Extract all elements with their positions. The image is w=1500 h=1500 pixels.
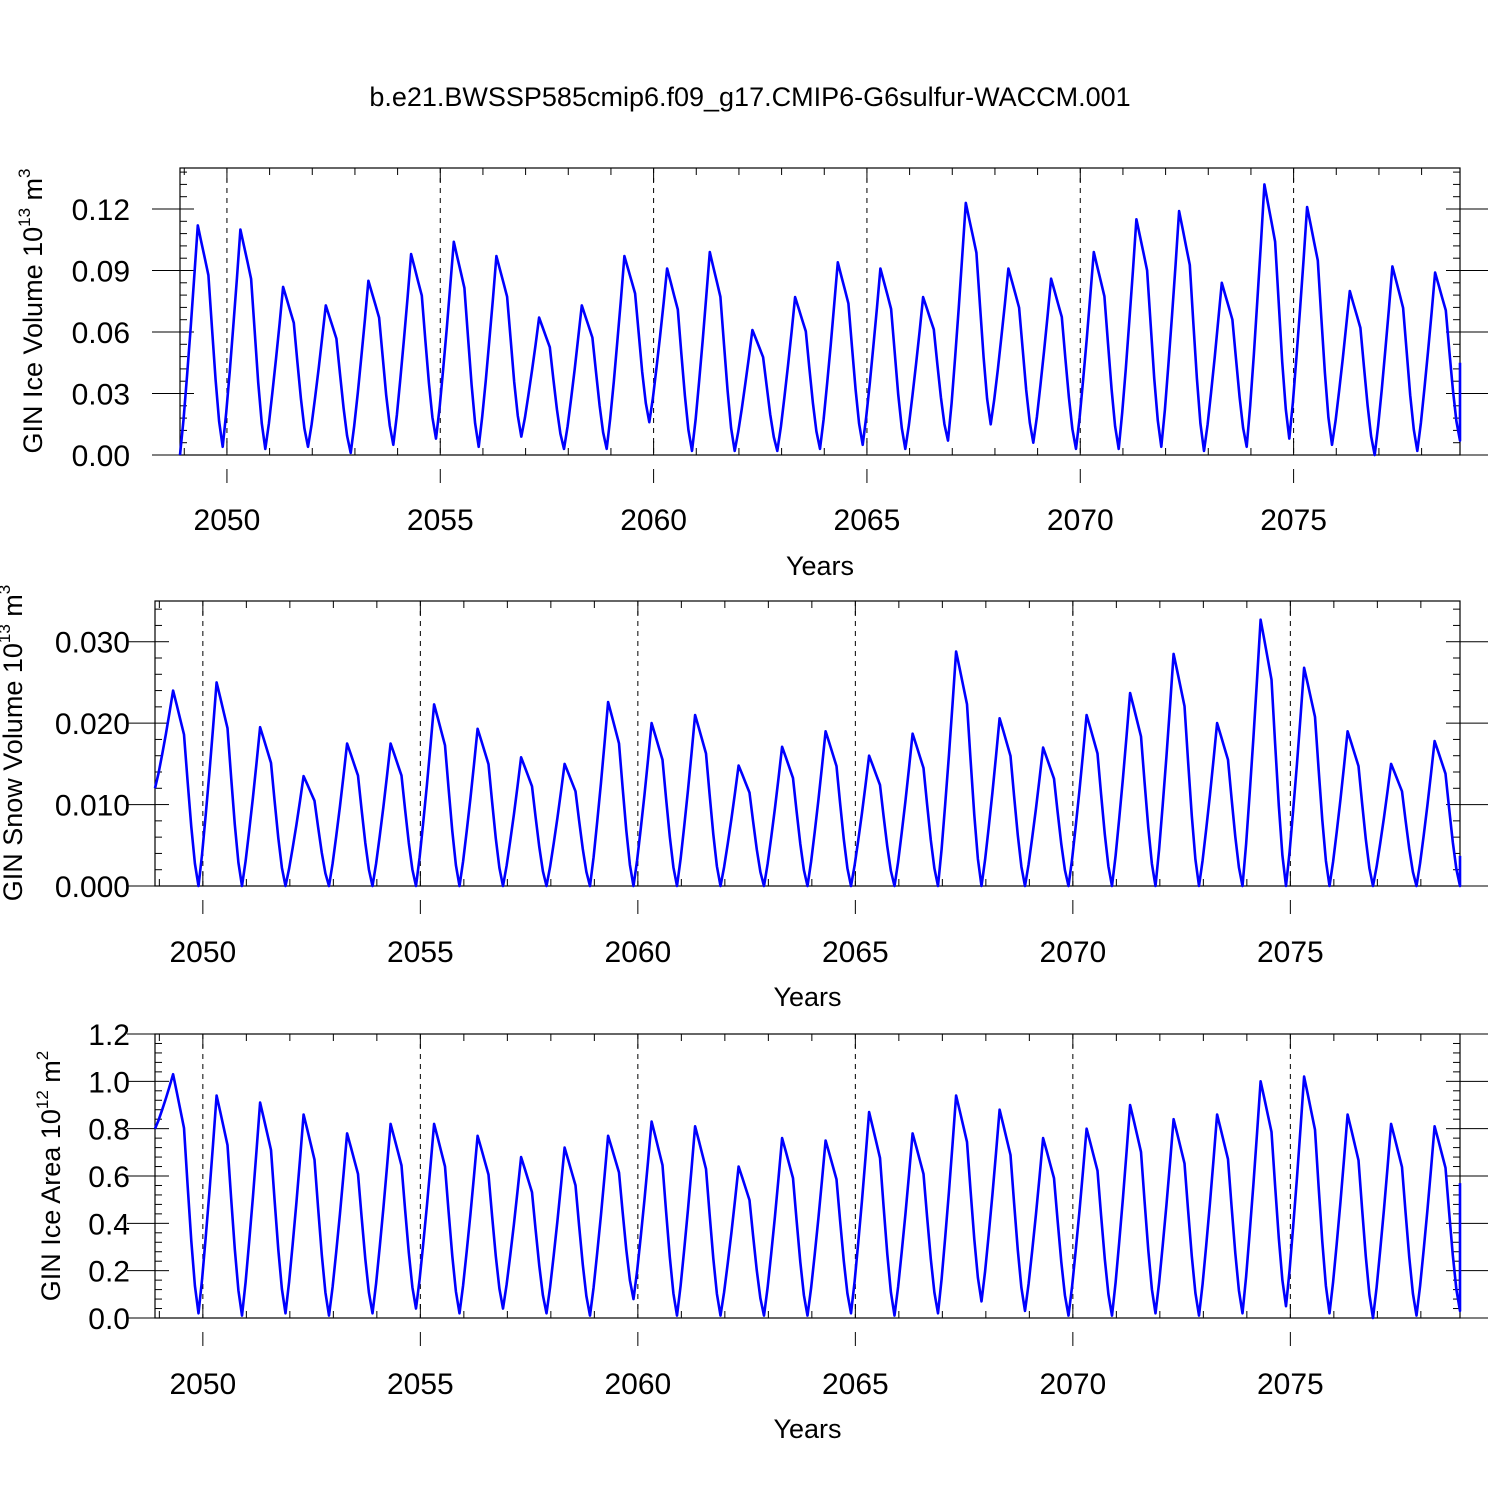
y-tick-label: 0.0 xyxy=(88,1303,130,1336)
y-tick-label: 0.4 xyxy=(88,1208,130,1241)
x-tick-label: 2050 xyxy=(169,1368,236,1401)
x-tick-label: 2055 xyxy=(387,936,454,969)
y-tick-label: 0.020 xyxy=(55,708,130,741)
y-tick-label: 0.2 xyxy=(88,1256,130,1289)
y-tick-label: 0.030 xyxy=(55,627,130,660)
panel-ice-volume: 2050 2055 2060 2065 2070 2075 0.00 0.03 0.06 0.09… xyxy=(15,167,1488,581)
y-tick-label: 0.00 xyxy=(72,440,130,473)
y-tick-label: 1.0 xyxy=(88,1066,130,1099)
x-tick-label: 2065 xyxy=(822,1368,889,1401)
x-tick-label: 2060 xyxy=(620,504,687,537)
x-tick-label: 2065 xyxy=(822,936,889,969)
x-tick-label: 2065 xyxy=(834,504,901,537)
y-axis-label-main: GIN Snow Volume 10 xyxy=(0,643,28,901)
y-axis-label-exp: 13 xyxy=(0,624,14,643)
y-axis-label-unit-exp: 2 xyxy=(33,1051,52,1060)
y-axis-label: GIN Snow Volume 1013 m3 xyxy=(0,585,28,902)
y-axis-label: GIN Ice Area 1012 m2 xyxy=(33,1051,66,1302)
y-tick-label: 0.010 xyxy=(55,790,130,823)
panel-ice-area: 2050 2055 2060 2065 2070 2075 0.0 0.2 0.4 0.6 0.8 1… xyxy=(33,1019,1488,1444)
x-tick-label: 2060 xyxy=(604,1368,671,1401)
series-line-snow-volume xyxy=(153,618,1462,888)
series-line-ice-area xyxy=(153,1072,1462,1320)
x-tick-label: 2070 xyxy=(1039,936,1106,969)
x-tick-label: 2055 xyxy=(387,1368,454,1401)
y-axis-label-exp: 13 xyxy=(15,208,34,227)
y-axis-label-unit: m xyxy=(0,594,28,624)
y-tick-label: 0.09 xyxy=(72,256,130,289)
plot-frame xyxy=(179,167,1461,456)
y-axis-label: GIN Ice Volume 1013 m3 xyxy=(15,168,48,453)
panels: 2050 2055 2060 2065 2070 20750.000.030.060.09… xyxy=(0,167,1488,1444)
x-tick-label: 2060 xyxy=(604,936,671,969)
y-axis-label-unit-exp: 3 xyxy=(15,168,34,177)
panel-snow-volume: 2050 2055 2060 2065 2070 2075 0.000 0.010 0.020 0… xyxy=(0,585,1488,1012)
x-tick-label: 2055 xyxy=(407,504,474,537)
x-axis-label: Years xyxy=(773,1414,841,1444)
x-tick-label: 2050 xyxy=(194,504,261,537)
y-axis-label-exp: 12 xyxy=(33,1090,52,1109)
y-tick-label: 0.8 xyxy=(88,1114,130,1147)
figure-title: b.e21.BWSSP585cmip6.f09_g17.CMIP6-G6sulf… xyxy=(369,82,1130,112)
y-tick-label: 0.6 xyxy=(88,1161,130,1194)
y-tick-label: 0.03 xyxy=(72,379,130,412)
y-axis-label-unit-exp: 3 xyxy=(0,585,14,594)
y-axis-label-main: GIN Ice Volume 10 xyxy=(18,227,48,454)
y-tick-label: 0.12 xyxy=(72,194,130,227)
x-tick-label: 2070 xyxy=(1047,504,1114,537)
x-axis-label: Years xyxy=(786,551,854,581)
series-line-ice-volume xyxy=(178,183,1462,457)
y-tick-label: 1.2 xyxy=(88,1019,130,1052)
x-tick-label: 2070 xyxy=(1039,1368,1106,1401)
y-tick-label: 0.000 xyxy=(55,871,130,904)
x-tick-label: 2050 xyxy=(169,936,236,969)
x-tick-label: 2075 xyxy=(1260,504,1327,537)
x-tick-label: 2075 xyxy=(1257,1368,1324,1401)
y-axis-label-unit: m xyxy=(18,178,48,208)
x-axis-label: Years xyxy=(773,982,841,1012)
x-tick-label: 2075 xyxy=(1257,936,1324,969)
y-axis-label-unit: m xyxy=(36,1060,66,1090)
y-axis-label-main: GIN Ice Area 10 xyxy=(36,1109,66,1301)
y-tick-label: 0.06 xyxy=(72,317,130,350)
